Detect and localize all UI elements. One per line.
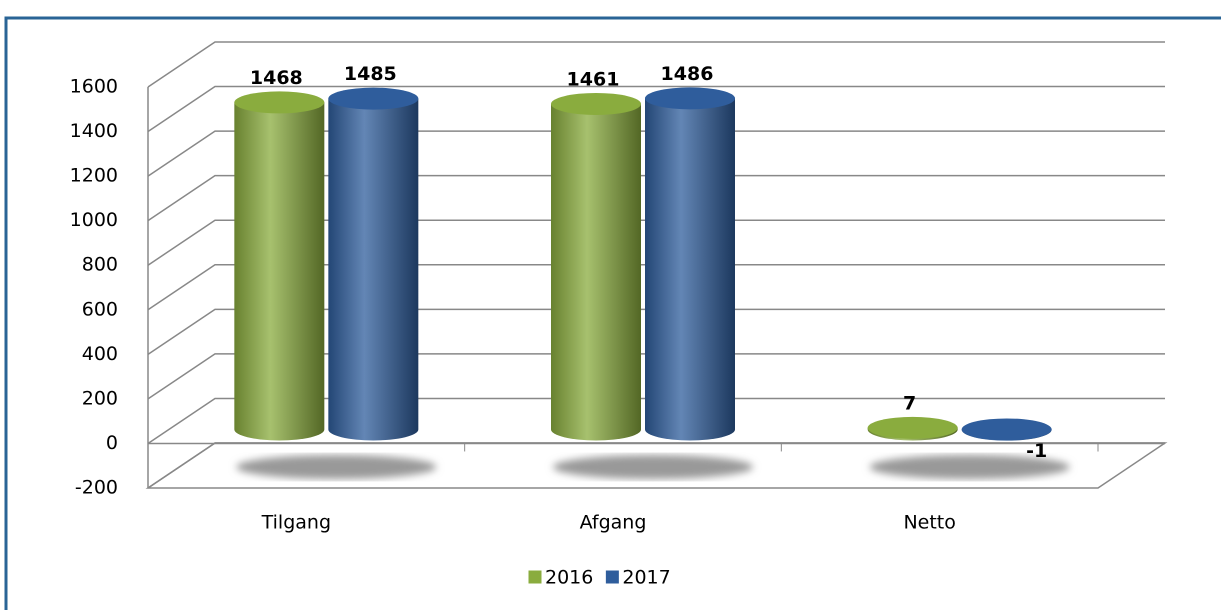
grid-line bbox=[147, 174, 1165, 222]
legend-label: 2016 bbox=[545, 567, 593, 589]
bar-body bbox=[645, 98, 735, 441]
y-tick-label: 1000 bbox=[70, 209, 118, 231]
y-tick-label: 200 bbox=[82, 387, 118, 409]
value-label: 1486 bbox=[661, 63, 714, 85]
grid-line bbox=[147, 308, 1165, 355]
y-tick-label: 1600 bbox=[70, 76, 118, 98]
shadow bbox=[236, 455, 437, 479]
bar-body bbox=[234, 102, 325, 441]
legend-swatch bbox=[604, 569, 620, 585]
value-label: 7 bbox=[903, 392, 916, 414]
bar-top bbox=[234, 91, 325, 114]
grid-line bbox=[147, 264, 1165, 311]
bar-body bbox=[551, 103, 641, 441]
y-tick-label: 0 bbox=[106, 432, 118, 454]
shadow bbox=[869, 455, 1070, 479]
bar bbox=[867, 416, 958, 441]
bar bbox=[551, 92, 641, 441]
chart-frame bbox=[4, 16, 1221, 610]
bar-top bbox=[867, 416, 958, 439]
bar-top bbox=[961, 418, 1052, 441]
bar-top bbox=[551, 92, 641, 115]
grid-line bbox=[147, 41, 1165, 88]
y-tick-label: 800 bbox=[82, 254, 118, 276]
x-tick-label: Tilgang bbox=[261, 512, 331, 534]
bar bbox=[961, 418, 1052, 441]
x-tick-label: Netto bbox=[903, 512, 955, 534]
value-label: 1485 bbox=[344, 63, 397, 85]
value-label: -1 bbox=[1026, 440, 1047, 462]
grid-line bbox=[147, 353, 1165, 400]
x-tick-label: Afgang bbox=[580, 512, 647, 534]
grid-line bbox=[147, 219, 1165, 266]
bar-top bbox=[645, 87, 735, 110]
legend-swatch bbox=[527, 569, 543, 585]
bar bbox=[234, 91, 325, 441]
y-tick-label: 600 bbox=[82, 298, 118, 320]
legend-label: 2017 bbox=[622, 567, 670, 589]
y-tick-label: -200 bbox=[75, 477, 118, 499]
bar-body bbox=[328, 98, 419, 441]
bar bbox=[645, 87, 735, 441]
grid-line bbox=[147, 130, 1165, 177]
value-label: 1461 bbox=[567, 68, 620, 90]
bar bbox=[328, 87, 419, 441]
grid-line bbox=[147, 397, 1165, 445]
shadow bbox=[553, 455, 753, 479]
grid-line bbox=[147, 85, 1165, 133]
y-tick-label: 1400 bbox=[70, 120, 118, 142]
value-label: 1468 bbox=[250, 67, 303, 89]
y-tick-label: 400 bbox=[82, 343, 118, 365]
y-tick-label: 1200 bbox=[70, 165, 118, 187]
bar-top bbox=[328, 87, 419, 110]
